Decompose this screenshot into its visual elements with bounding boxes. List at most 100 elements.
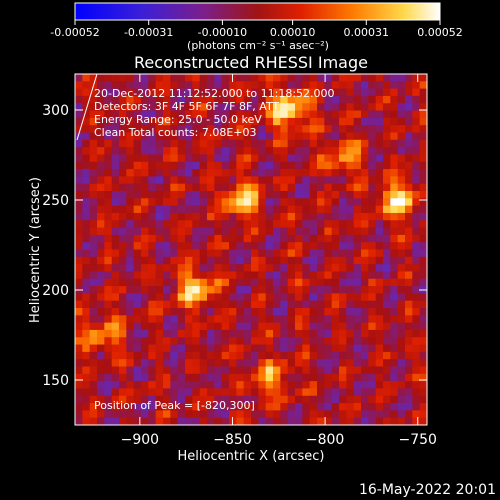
- heatmap-cell: [280, 242, 289, 251]
- heatmap-cell: [97, 286, 105, 294]
- heatmap-cell: [353, 249, 362, 258]
- heatmap-cell: [375, 147, 384, 156]
- heatmap-cell: [141, 88, 149, 97]
- heatmap-cell: [177, 198, 186, 207]
- heatmap-cell: [361, 271, 369, 280]
- heatmap-cell: [141, 417, 149, 425]
- heatmap-cell: [104, 417, 113, 425]
- heatmap-cell: [185, 373, 193, 382]
- heatmap-cell: [251, 117, 259, 126]
- heatmap-cell: [236, 293, 245, 302]
- heatmap-cell: [302, 278, 311, 287]
- heatmap-cell: [339, 227, 347, 236]
- heatmap-cell: [75, 147, 83, 156]
- heatmap-cell: [397, 81, 406, 90]
- heatmap-cell: [104, 103, 113, 112]
- heatmap-cell: [89, 344, 98, 353]
- heatmap-cell: [133, 234, 142, 243]
- heatmap-cell: [265, 249, 274, 258]
- heatmap-cell: [353, 337, 362, 346]
- heatmap-cell: [155, 300, 164, 309]
- heatmap-cell: [119, 410, 127, 419]
- heatmap-cell: [163, 351, 171, 360]
- heatmap-cell: [375, 161, 384, 170]
- heatmap-cell: [148, 395, 157, 404]
- x-axis-title: Heliocentric X (arcsec): [178, 449, 325, 464]
- heatmap-cell: [214, 81, 223, 90]
- heatmap-cell: [419, 388, 427, 397]
- heatmap-cell: [199, 278, 208, 287]
- heatmap-cell: [221, 183, 230, 192]
- heatmap-cell: [287, 242, 296, 251]
- heatmap-cell: [309, 103, 318, 112]
- heatmap-cell: [280, 381, 289, 390]
- heatmap-cell: [133, 417, 142, 425]
- heatmap-cell: [207, 381, 215, 390]
- heatmap-cell: [309, 417, 318, 425]
- heatmap-cell: [368, 154, 377, 163]
- heatmap-cell: [287, 388, 296, 397]
- heatmap-cell: [236, 161, 245, 170]
- heatmap-cell: [309, 117, 318, 126]
- heatmap-cell: [170, 110, 179, 119]
- heatmap-cell: [133, 322, 142, 331]
- heatmap-cell: [207, 373, 215, 382]
- heatmap-cell: [177, 88, 186, 97]
- heatmap-cell: [361, 293, 369, 302]
- heatmap-cell: [163, 308, 171, 316]
- heatmap-cell: [368, 388, 377, 397]
- heatmap-cell: [199, 169, 208, 177]
- heatmap-cell: [346, 373, 355, 382]
- heatmap-cell: [346, 227, 355, 236]
- heatmap-cell: [192, 410, 201, 419]
- heatmap-cell: [339, 366, 347, 375]
- heatmap-cell: [207, 154, 215, 163]
- heatmap-cell: [273, 381, 281, 390]
- heatmap-cell: [419, 264, 427, 273]
- heatmap-cell: [419, 176, 427, 185]
- heatmap-cell: [397, 103, 406, 112]
- heatmap-cell: [353, 103, 362, 112]
- heatmap-cell: [339, 183, 347, 192]
- heatmap-cell: [148, 161, 157, 170]
- heatmap-cell: [229, 264, 237, 273]
- heatmap-cell: [317, 242, 325, 251]
- heatmap-cell: [163, 271, 171, 280]
- heatmap-cell: [214, 117, 223, 126]
- heatmap-cell: [82, 147, 91, 156]
- heatmap-cell: [155, 381, 164, 390]
- heatmap-cell: [163, 183, 171, 192]
- heatmap-cell: [199, 74, 208, 82]
- heatmap-cell: [177, 191, 186, 199]
- heatmap-cell: [302, 125, 311, 134]
- heatmap-cell: [287, 198, 296, 207]
- heatmap-cell: [229, 337, 237, 346]
- heatmap-cell: [353, 315, 362, 324]
- heatmap-cell: [346, 125, 355, 134]
- heatmap-cell: [97, 147, 105, 156]
- heatmap-cell: [214, 403, 223, 411]
- heatmap-cell: [104, 329, 113, 338]
- heatmap-cell: [309, 293, 318, 302]
- heatmap-cell: [368, 169, 377, 177]
- heatmap-cell: [405, 212, 413, 221]
- heatmap-cell: [111, 103, 120, 112]
- heatmap-cell: [324, 212, 333, 221]
- heatmap-cell: [111, 264, 120, 273]
- heatmap-cell: [412, 395, 421, 404]
- heatmap-cell: [368, 308, 377, 316]
- heatmap-cell: [170, 103, 179, 112]
- heatmap-cell: [126, 249, 135, 258]
- heatmap-cell: [419, 395, 427, 404]
- heatmap-cell: [214, 344, 223, 353]
- heatmap-cell: [126, 278, 135, 287]
- heatmap-cell: [317, 322, 325, 331]
- heatmap-cell: [353, 403, 362, 411]
- heatmap-cell: [331, 278, 340, 287]
- heatmap-cell: [236, 154, 245, 163]
- heatmap-cell: [229, 88, 237, 97]
- heatmap-cell: [97, 337, 105, 346]
- heatmap-cell: [75, 88, 83, 97]
- colorbar-tick-label: 0.00031: [344, 26, 390, 39]
- heatmap-cell: [214, 278, 223, 287]
